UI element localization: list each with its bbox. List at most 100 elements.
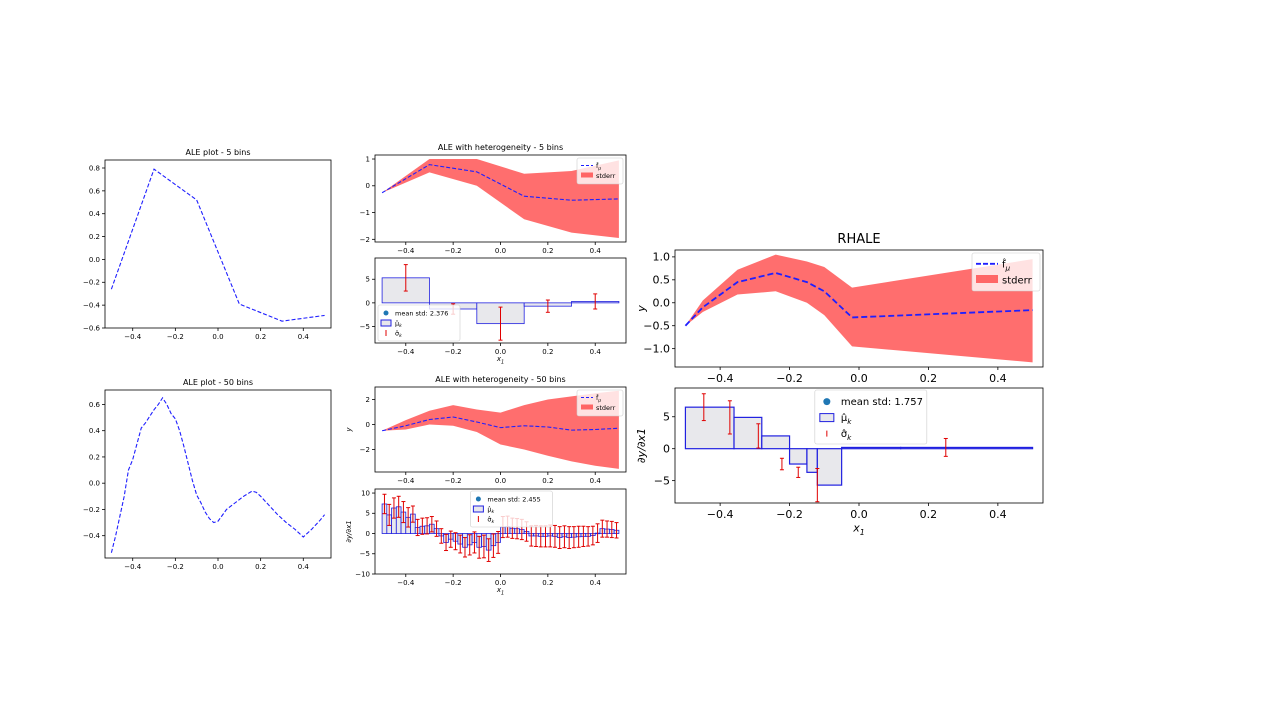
bar: [685, 407, 734, 449]
x-tick-label: 0.2: [542, 477, 553, 485]
x-tick-label: −0.4: [124, 333, 142, 341]
legend-band-swatch: [976, 275, 998, 283]
axes-frame: [105, 160, 331, 328]
y-tick-label: 1: [366, 155, 370, 163]
y-tick-label: −0.2: [83, 506, 100, 514]
series-line: [111, 169, 324, 321]
y-tick-label: 0.2: [89, 233, 100, 241]
chart-title: ALE with heterogeneity - 50 bins: [435, 375, 565, 384]
x-tick-label: 0.0: [212, 333, 223, 341]
y-tick-label: 0.8: [89, 164, 100, 172]
x-tick-label: −0.2: [167, 563, 184, 571]
x-tick-label: 0.2: [920, 508, 938, 521]
x-tick-label: −0.4: [124, 563, 142, 571]
x-tick-label: −0.2: [445, 477, 462, 485]
y-axis-label: y: [345, 427, 353, 433]
y-tick-label: −2: [360, 236, 370, 244]
y-tick-label: 1.0: [653, 251, 671, 264]
chart-het50_top: −0.4 −0.2 0.0 0.2 0.4 −2 0 2 ALE with heterogene…: [345, 375, 626, 485]
y-tick-label: −0.2: [83, 279, 100, 287]
x-axis-label: x1: [852, 522, 865, 537]
y-tick-label: −0.4: [83, 302, 101, 310]
y-tick-label: 0.0: [653, 297, 671, 310]
y-tick-label: −10: [355, 570, 370, 578]
legend-label-stderr: stderr: [596, 404, 616, 412]
legend-band-swatch: [581, 173, 593, 178]
y-tick-label: 0.5: [653, 274, 671, 287]
legend-label-stderr: stderr: [1002, 275, 1033, 286]
chart-title: RHALE: [837, 232, 880, 247]
y-tick-label: 10: [361, 489, 370, 497]
series-line: [111, 398, 324, 553]
y-tick-label: 0: [366, 421, 370, 429]
bar: [790, 449, 807, 464]
chart-title: ALE with heterogeneity - 5 bins: [438, 143, 563, 152]
y-tick-label: −5: [360, 550, 370, 558]
x-tick-label: −0.2: [445, 348, 462, 356]
y-tick-label: −0.4: [83, 532, 101, 540]
x-tick-label: 0.2: [255, 563, 266, 571]
x-tick-label: 0.0: [495, 477, 506, 485]
legend-bar-swatch: [820, 414, 834, 422]
y-tick-label: −1: [360, 209, 370, 217]
y-tick-label: 0.0: [89, 480, 100, 488]
y-tick-label: 2: [366, 396, 370, 404]
x-tick-label: 0.2: [542, 247, 553, 255]
y-tick-label: 0.6: [89, 401, 101, 409]
y-tick-label: 5: [663, 411, 670, 424]
y-tick-label: 0.0: [89, 256, 100, 264]
y-axis-label: y: [635, 305, 648, 313]
legend-dot-swatch: [823, 398, 830, 405]
y-tick-label: 0.4: [89, 427, 101, 435]
plot-area: [111, 169, 324, 321]
x-tick-label: −0.4: [397, 247, 415, 255]
plot-area: [111, 398, 324, 553]
y-axis-label: ∂y/∂x1: [635, 428, 648, 463]
y-tick-label: 5: [366, 510, 370, 518]
x-tick-label: 0.0: [850, 508, 868, 521]
x-axis-label: x1: [496, 586, 504, 596]
y-tick-label: −0.6: [83, 324, 101, 332]
x-tick-label: 0.0: [850, 372, 868, 385]
y-tick-label: −2: [360, 446, 370, 454]
x-tick-label: −0.2: [167, 333, 184, 341]
y-tick-label: 0: [366, 530, 370, 538]
y-tick-label: 0.4: [89, 210, 101, 218]
x-tick-label: −0.2: [776, 372, 803, 385]
y-tick-label: 0.2: [89, 453, 100, 461]
legend-band-swatch: [581, 405, 593, 410]
legend-bar-swatch: [473, 506, 483, 512]
bar: [734, 417, 762, 448]
y-tick-label: 0: [366, 299, 370, 307]
legend-label-mean-std: mean std: 2.455: [487, 495, 540, 503]
bar: [842, 447, 901, 448]
x-tick-label: −0.2: [445, 247, 462, 255]
x-tick-label: 0.4: [298, 563, 310, 571]
x-tick-label: −0.4: [397, 477, 415, 485]
legend-dot-swatch: [476, 497, 481, 502]
x-tick-label: 0.4: [298, 333, 310, 341]
x-tick-label: 0.4: [590, 477, 602, 485]
chart-title: ALE plot - 5 bins: [185, 148, 250, 157]
bar: [762, 436, 790, 449]
legend-label-stderr: stderr: [596, 172, 616, 180]
legend-bar-swatch: [381, 320, 391, 326]
x-tick-label: 0.4: [590, 247, 602, 255]
x-tick-label: 0.2: [542, 348, 553, 356]
y-tick-label: −0.5: [643, 320, 670, 333]
bar: [901, 447, 1033, 448]
